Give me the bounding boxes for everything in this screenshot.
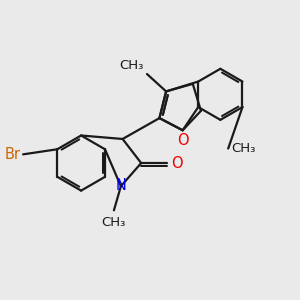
Text: O: O: [171, 156, 182, 171]
Text: CH₃: CH₃: [231, 142, 256, 155]
Text: Br: Br: [5, 147, 21, 162]
Text: N: N: [116, 178, 126, 193]
Text: CH₃: CH₃: [102, 216, 126, 229]
Text: O: O: [177, 133, 188, 148]
Text: CH₃: CH₃: [120, 59, 144, 72]
